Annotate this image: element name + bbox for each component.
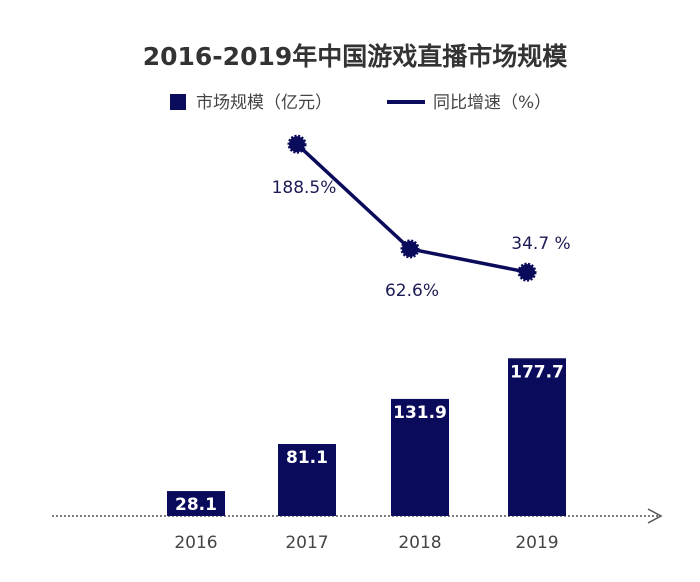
x-tick-label: 2019 bbox=[515, 533, 558, 553]
line-label: 62.6% bbox=[385, 281, 439, 301]
legend-swatch bbox=[170, 94, 186, 110]
line-label: 34.7 % bbox=[511, 234, 570, 254]
bar bbox=[278, 444, 336, 516]
bar-label: 81.1 bbox=[286, 448, 328, 468]
line-marker bbox=[400, 239, 420, 259]
x-tick-label: 2018 bbox=[398, 533, 441, 553]
bar bbox=[391, 398, 449, 516]
line-marker bbox=[287, 134, 307, 154]
x-tick-label: 2016 bbox=[174, 533, 217, 553]
bar-label: 131.9 bbox=[393, 403, 447, 423]
bar-label: 28.1 bbox=[175, 495, 217, 515]
x-tick-label: 2017 bbox=[285, 533, 328, 553]
bar bbox=[167, 491, 225, 516]
bar bbox=[508, 358, 566, 516]
line-marker bbox=[517, 262, 537, 282]
chart-title: 2016-2019年中国游戏直播市场规模 bbox=[143, 42, 569, 71]
axis-arrow bbox=[647, 508, 663, 524]
legend-label: 同比增速（%） bbox=[433, 93, 551, 113]
legend-label: 市场规模（亿元） bbox=[196, 93, 332, 113]
bar-label: 177.7 bbox=[510, 362, 564, 382]
line-label: 188.5% bbox=[272, 178, 337, 198]
